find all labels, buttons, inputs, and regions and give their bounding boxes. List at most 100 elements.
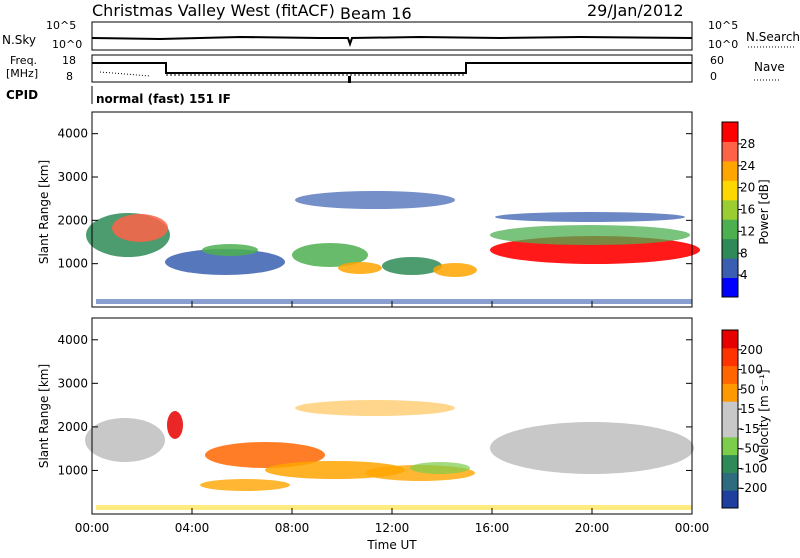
velocity-ylabel: Slant Range [km]: [37, 364, 51, 468]
velocity-blob-2: [167, 411, 183, 439]
colorbar-tick-label: 24: [740, 159, 755, 173]
power-ground-band: [96, 299, 692, 304]
velocity-blob-7: [410, 462, 470, 474]
freq-tick-bottom: 8: [66, 70, 73, 83]
y-tick-label: 3000: [57, 376, 88, 390]
power-colorbar: 4 8 12 16 20 24 28: [721, 121, 755, 298]
power-blob-12: [295, 191, 455, 209]
power-blob-11: [495, 212, 685, 222]
freq-label: Freq.: [10, 54, 37, 67]
y-tick-label: 2000: [57, 420, 88, 434]
frequency-trace: [92, 62, 692, 74]
velocity-yticks: 1000 2000 3000 4000: [57, 333, 692, 477]
colorbar-segment: [722, 180, 738, 201]
beam-label: Beam 16: [340, 4, 412, 23]
velocity-panel: Slant Range [km] 1000 2000 3000 4000 200 100…: [37, 317, 771, 515]
nsky-label: N.Sky: [2, 33, 36, 47]
colorbar-segment: [722, 330, 738, 349]
power-colorbar-label: Power [dB]: [757, 179, 771, 244]
nave-tick-top: 60: [710, 54, 724, 67]
colorbar-segment: [722, 454, 738, 473]
power-panel: Slant Range [km] 1000 2000 3000 4000 4 8 12 16…: [37, 111, 771, 308]
colorbar-segment: [722, 238, 738, 259]
velocity-colorbar-label: Velocity [m s⁻¹]: [757, 369, 771, 462]
y-tick-label: 1000: [57, 257, 88, 271]
noise-panel-frame: [91, 21, 693, 51]
x-tick-label: 00:00: [675, 521, 710, 535]
colorbar-tick-label: 12: [740, 224, 755, 238]
nsearch-label: N.Search: [746, 30, 800, 44]
velocity-blob-1: [85, 418, 165, 462]
velocity-blob-3: [205, 442, 325, 468]
colorbar-segment: [722, 401, 738, 420]
colorbar-segment: [722, 472, 738, 491]
power-ylabel: Slant Range [km]: [37, 160, 51, 264]
velocity-colorbar: 200 100 50 15 -15 -50 -100 -200: [721, 329, 767, 509]
velocity-blob-8: [490, 422, 694, 474]
y-tick-label: 2000: [57, 213, 88, 227]
colorbar-tick-label: 20: [740, 181, 755, 195]
cpid-text: normal (fast) 151 IF: [96, 92, 231, 106]
velocity-ground-band: [96, 505, 692, 510]
colorbar-tick-label: 4: [740, 268, 748, 282]
colorbar-tick-label: 100: [740, 363, 763, 377]
colorbar-tick-label: -15: [740, 422, 760, 436]
x-tick-label: 08:00: [275, 521, 310, 535]
colorbar-segment: [722, 141, 738, 162]
power-blob-10: [490, 225, 690, 245]
x-tick-label: 16:00: [475, 521, 510, 535]
nave-tick-bottom: 0: [710, 70, 717, 83]
colorbar-segment: [722, 122, 738, 142]
velocity-blob-9: [295, 400, 455, 416]
date-label: 29/Jan/2012: [587, 1, 684, 20]
frequency-panel: Freq. [MHz] 18 8 60 0 Nave: [6, 54, 785, 83]
velocity-panel-frame: [91, 317, 693, 515]
y-tick-label: 3000: [57, 170, 88, 184]
station-title: Christmas Valley West (fitACF): [92, 1, 335, 20]
power-blob-3: [165, 249, 285, 275]
colorbar-tick-label: 28: [740, 137, 755, 151]
nsky-tick-bottom: 10^0: [52, 38, 82, 51]
power-blob-2: [112, 214, 168, 242]
colorbar-segment: [722, 199, 738, 220]
power-panel-frame: [91, 111, 693, 308]
noise-panel: N.Sky 10^5 10^0 10^5 10^0 N.Search: [2, 19, 800, 51]
freq-unit-label: [MHz]: [6, 67, 38, 80]
colorbar-tick-label: -100: [740, 461, 767, 475]
colorbar-tick-label: 200: [740, 343, 763, 357]
x-axis: 00:00 04:00 08:00 12:00 16:00 20:00 00:00: [75, 301, 710, 535]
nave-trace-start: [99, 71, 151, 77]
nsearch-tick-top: 10^5: [708, 19, 738, 32]
colorbar-tick-label: 8: [740, 246, 748, 260]
colorbar-segment: [722, 365, 738, 384]
y-tick-label: 4000: [57, 127, 88, 141]
power-field: [86, 191, 700, 304]
colorbar-tick-label: 50: [740, 382, 755, 396]
colorbar-segment: [722, 419, 738, 438]
colorbar-tick-label: 16: [740, 203, 755, 217]
colorbar-segment: [722, 277, 738, 298]
power-blob-4: [202, 244, 258, 256]
power-blob-7: [382, 257, 442, 275]
freq-gap-marker: [348, 76, 351, 83]
colorbar-segment: [722, 436, 738, 456]
nsearch-tick-bottom: 10^0: [708, 38, 738, 51]
velocity-blob-5: [200, 479, 290, 491]
colorbar-segment: [722, 258, 738, 279]
frequency-panel-frame: [91, 54, 693, 83]
velocity-field: [85, 400, 694, 510]
nave-label: Nave: [754, 60, 785, 74]
freq-tick-top: 18: [62, 54, 76, 67]
colorbar-segment: [722, 160, 738, 181]
x-tick-label: 00:00: [75, 521, 110, 535]
colorbar-segment: [722, 219, 738, 240]
colorbar-segment: [722, 490, 738, 509]
x-tick-label: 20:00: [575, 521, 610, 535]
nsky-tick-top: 10^5: [46, 19, 76, 32]
nsky-trace: [91, 35, 693, 48]
x-tick-label: 12:00: [375, 521, 410, 535]
y-tick-label: 1000: [57, 463, 88, 477]
cpid-label: CPID: [6, 88, 38, 102]
colorbar-segment: [722, 347, 738, 367]
colorbar-tick-label: -50: [740, 442, 760, 456]
